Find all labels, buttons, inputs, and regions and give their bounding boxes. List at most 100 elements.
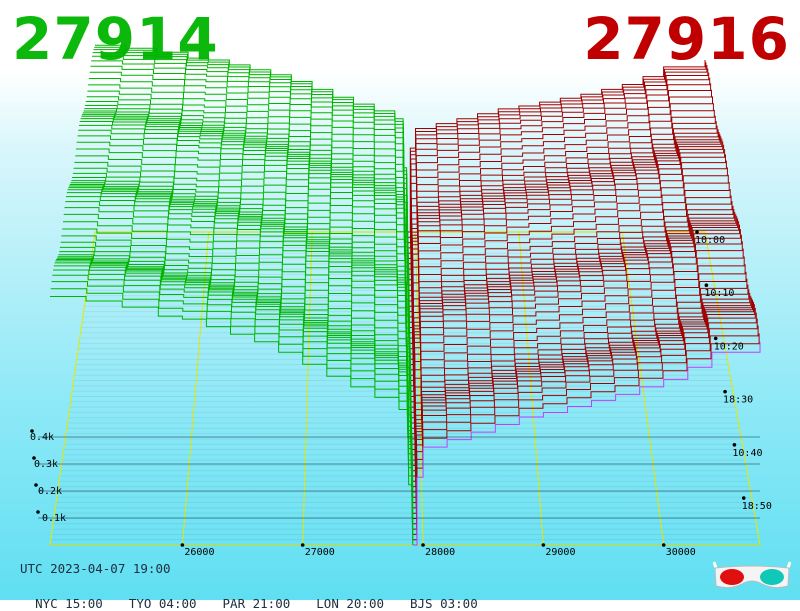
- ask-curve-18: [411, 248, 744, 450]
- time-tick-label-5: 18:50: [742, 501, 772, 512]
- time-tick-label-4: 10:40: [732, 448, 762, 459]
- bid-curve-42: [82, 114, 409, 323]
- clock-lon: LON 20:00: [316, 596, 384, 611]
- bid-curve-37: [78, 129, 410, 349]
- bid-curve-17: [63, 221, 412, 455]
- time-tick-label-0: 10:00: [695, 235, 725, 246]
- x-tick-label-3: 29000: [545, 547, 575, 558]
- depth-snapshots: [50, 44, 761, 546]
- bid-curve-24: [68, 187, 411, 418]
- bid-curve-1: [50, 288, 414, 540]
- bid-curve-12: [59, 251, 412, 482]
- snapshot-12: [59, 251, 750, 482]
- snapshot-52: [89, 71, 712, 270]
- bid-curve-29: [72, 177, 411, 392]
- bid-curve-31: [73, 167, 410, 381]
- x-tick-dot-0: [180, 543, 185, 547]
- bid-curve-13: [59, 246, 412, 476]
- x-tick-label-4: 30000: [666, 547, 696, 558]
- time-axis-ticks: 10:00 10:10 10:20 18:30 10:40 18:50: [695, 230, 772, 512]
- bid-curve-22: [66, 192, 411, 429]
- bid-curve-35: [76, 141, 410, 360]
- floor-gridline-0: [181, 231, 210, 546]
- snapshot-10: [57, 256, 752, 493]
- ask-price: 27916: [583, 5, 790, 73]
- ask-curve-36: [409, 160, 727, 355]
- clock-bjs: BJS 03:00: [410, 596, 478, 611]
- time-tick-dot-1: [704, 283, 709, 288]
- snapshot-1: [50, 288, 760, 541]
- x-tick-dot-3: [541, 543, 546, 547]
- bid-curve-10: [57, 256, 413, 492]
- x-tick-dot-4: [661, 543, 666, 547]
- bid-curve-14: [60, 241, 412, 471]
- bid-curve-38: [79, 124, 410, 344]
- bid-curve-50: [88, 84, 408, 280]
- bid-curve-7: [55, 260, 413, 508]
- bid-curve-36: [77, 135, 410, 354]
- bid-curve-34: [75, 148, 410, 365]
- ask-curve-17: [411, 256, 745, 456]
- x-tick-dot-2: [421, 543, 425, 547]
- y-tick-dot-0: [36, 510, 40, 514]
- 3d-glasses-icon[interactable]: [712, 560, 792, 594]
- ask-curve-8: [412, 299, 753, 504]
- time-tick-label-3: 18:30: [723, 395, 753, 406]
- ask-curve-1: [412, 333, 760, 541]
- y-tick-label-1: 0.2k: [38, 486, 62, 497]
- bid-curve-46: [85, 105, 409, 301]
- bid-curve-18: [63, 213, 412, 450]
- bid-curve-0: [50, 296, 414, 545]
- clock-tyo: TYO 04:00: [128, 596, 197, 611]
- y-tick-dot-2: [32, 456, 36, 460]
- bid-curve-9: [56, 257, 413, 498]
- y-tick-dot-3: [30, 429, 34, 433]
- ask-curve-19: [411, 241, 743, 445]
- ask-curve-34: [409, 174, 729, 366]
- bid-curve-6: [54, 262, 413, 514]
- bid-curve-56: [92, 52, 408, 248]
- bid-curve-33: [75, 155, 410, 370]
- ask-curve-30: [409, 201, 733, 387]
- ask-curve-2: [412, 325, 759, 535]
- ask-curve-32: [409, 189, 731, 376]
- time-tick-dot-2: [713, 336, 718, 341]
- ask-curve-43: [408, 134, 721, 318]
- y-tick-dot-1: [34, 483, 38, 487]
- x-tick-dot-1: [300, 543, 305, 547]
- bid-curve-20: [65, 201, 412, 439]
- bid-curve-5: [53, 265, 413, 519]
- snapshot-18: [63, 213, 744, 451]
- snapshot-36: [77, 135, 727, 355]
- ask-curve-53: [407, 83, 712, 265]
- bid-curve-15: [61, 235, 412, 466]
- ask-curve-16: [411, 264, 746, 461]
- bid-curve-58: [94, 46, 408, 238]
- ask-curve-10: [411, 295, 752, 493]
- ask-curve-33: [409, 182, 730, 371]
- snapshot-0: [50, 296, 761, 546]
- bid-curve-19: [64, 207, 412, 445]
- bid-curve-48: [86, 96, 409, 291]
- bid-curve-16: [62, 228, 412, 461]
- bid-curve-27: [70, 182, 411, 402]
- y-tick-label-3: 0.4k: [30, 432, 54, 443]
- bid-curve-41: [81, 115, 409, 328]
- clock-par: PAR 21:00: [222, 596, 291, 611]
- bid-curve-30: [72, 172, 411, 386]
- bid-curve-23: [67, 189, 411, 423]
- snapshot-34: [75, 148, 729, 366]
- time-tick-dot-4: [732, 443, 737, 447]
- ask-curve-35: [409, 167, 728, 360]
- clock-nyc: NYC 15:00: [35, 596, 103, 611]
- y-tick-label-2: 0.3k: [34, 459, 58, 470]
- snapshot-24: [68, 187, 739, 419]
- y-axis-ticks: 0.1k 0.2k 0.3k 0.4k: [30, 429, 760, 524]
- ask-curve-51: [407, 96, 713, 275]
- bid-curve-52: [89, 71, 408, 270]
- bid-curve-28: [71, 180, 411, 397]
- y-tick-label-0: 0.1k: [42, 513, 66, 524]
- ask-curve-52: [407, 89, 712, 270]
- time-tick-dot-5: [741, 496, 746, 500]
